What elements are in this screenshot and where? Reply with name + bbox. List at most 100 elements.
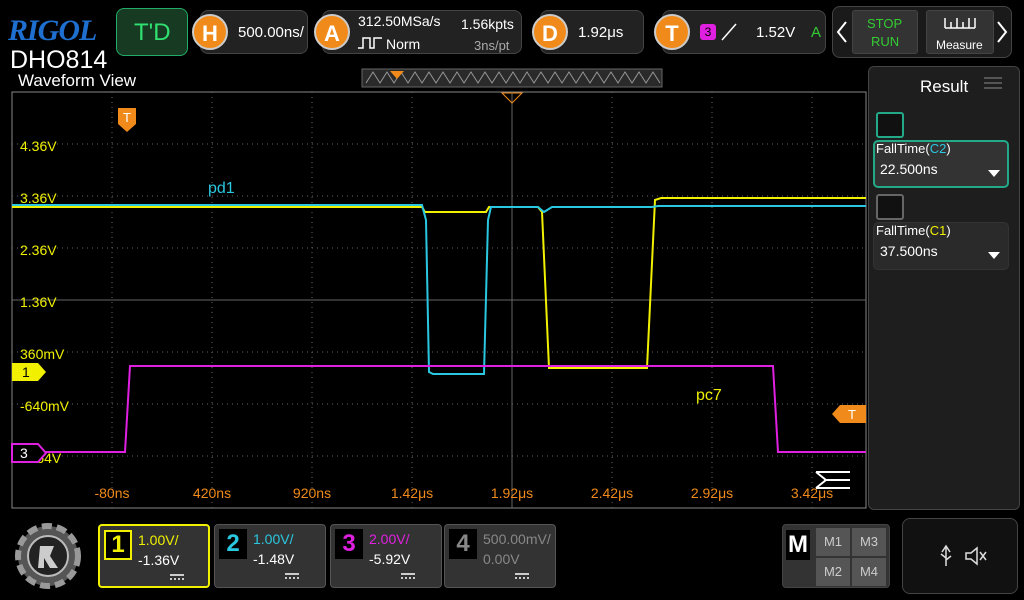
trigger-level-label: T (848, 407, 856, 422)
trigger-source: 3 (700, 24, 716, 40)
memory-bar (361, 68, 663, 88)
result-item-icon[interactable] (876, 112, 904, 138)
measure-icon (944, 18, 976, 29)
channel-box[interactable]: 3 2.00V/ -5.92V (330, 524, 442, 588)
channel-coupling (515, 573, 529, 579)
x-axis-label: 1.92μs (491, 485, 533, 501)
run-label: RUN (871, 34, 900, 49)
y-axis-label: 2.36V (20, 242, 57, 258)
trace-label-pc7: pc7 (696, 387, 722, 404)
model: DHO814 (10, 46, 108, 74)
waveform-view: 4.36V3.36V2.36V1.36V360mV-640mV-1.64V-80… (11, 68, 867, 509)
result-menu-icon[interactable] (984, 76, 1002, 90)
channel-number: 2 (219, 529, 247, 559)
nav-left[interactable] (836, 20, 848, 44)
x-axis-label: 2.92μs (691, 485, 733, 501)
y-axis-label: 3.36V (20, 190, 57, 206)
channel-number: 1 (104, 530, 132, 560)
stop-label: STOP (867, 16, 903, 31)
x-axis-label: 420ns (193, 485, 231, 501)
channel-coupling (401, 573, 415, 579)
result-title: Result (920, 77, 969, 96)
channel-scale: 1.00V/ (138, 532, 179, 548)
y-axis-label: 360mV (20, 346, 65, 362)
ch3-marker (11, 443, 48, 463)
result-name-part: C1 (929, 223, 947, 238)
result-item-icon[interactable] (876, 194, 904, 220)
result-name-part: ) (946, 223, 951, 238)
result-dropdown[interactable] (988, 170, 1000, 177)
status-box (902, 518, 1018, 594)
channel-coupling (170, 574, 184, 580)
memory-waveform (365, 71, 661, 84)
channel-number: 4 (449, 529, 477, 559)
ch3-marker-label: 3 (20, 445, 28, 461)
result-name-part: ) (946, 141, 951, 156)
trigger-slope-icon (721, 23, 737, 41)
math-button[interactable]: M4 (852, 558, 886, 586)
trace-label-pd1: pd1 (208, 180, 235, 197)
trigger-mode-button[interactable]: T'D (116, 8, 188, 56)
y-axis-label: -640mV (20, 398, 70, 414)
channel-number: 3 (335, 529, 363, 559)
result-item[interactable] (873, 222, 1009, 270)
result-name-part: C2 (929, 141, 947, 156)
menu-icon[interactable] (815, 471, 850, 489)
x-axis-label: -80ns (94, 485, 129, 501)
result-value: 22.500ns (880, 161, 938, 177)
horizontal-scale: 500.00ns/ (238, 24, 304, 41)
acquire-icon: A (314, 14, 350, 50)
home-logo[interactable] (10, 518, 90, 594)
channel-scale: 500.00mV/ (483, 531, 551, 547)
acquire-mode: Norm (386, 36, 421, 52)
channel-box[interactable]: 1 1.00V/ -1.36V (98, 524, 210, 588)
logo: RIGOL (8, 14, 97, 47)
trigger-position-label: T (123, 110, 131, 125)
trigger-level: 1.52V (756, 24, 796, 41)
math-button[interactable]: M3 (852, 528, 886, 556)
channel-box[interactable]: 2 1.00V/ -1.48V (214, 524, 326, 588)
waveform-title: Waveform View (18, 71, 137, 90)
channel-offset: -5.92V (369, 551, 411, 567)
channel-offset: -1.48V (253, 551, 295, 567)
sample-rate: 312.50MSa/s (358, 13, 441, 29)
result-name: FallTime(C2) (876, 141, 951, 156)
memory-trigger-mark (390, 71, 404, 79)
acquire-mode-icon (358, 37, 382, 49)
horizontal-icon: H (192, 14, 228, 50)
nav-right[interactable] (996, 20, 1008, 44)
run-stop-button[interactable] (852, 10, 918, 54)
channel-offset: -1.36V (138, 552, 180, 568)
result-value: 37.500ns (880, 243, 938, 259)
channel-scale: 1.00V/ (253, 531, 294, 547)
trigger-icon: T (654, 14, 690, 50)
delay-value: 1.92μs (578, 24, 624, 41)
ch1-marker (12, 363, 46, 381)
memory-depth: 1.56kpts (461, 16, 514, 32)
measure-button[interactable] (926, 10, 994, 54)
trigger-level-marker (832, 405, 866, 423)
result-dropdown[interactable] (988, 252, 1000, 259)
delay-icon: D (532, 14, 568, 50)
trigger-sweep: A (811, 24, 822, 41)
x-axis-label: 2.42μs (591, 485, 633, 501)
ch3-trace (12, 365, 866, 453)
result-item[interactable] (873, 140, 1009, 188)
trigger-mode: T'D (134, 19, 171, 46)
math-label: M (786, 530, 810, 560)
status-icons (940, 544, 987, 566)
ch2-trace (12, 204, 866, 375)
y-axis-label: 1.36V (20, 294, 57, 310)
math-button[interactable]: M1 (816, 528, 850, 556)
result-name: FallTime(C1) (876, 223, 951, 238)
acquire-box[interactable] (322, 10, 522, 54)
x-axis-label: 1.42μs (391, 485, 433, 501)
channel-scale: 2.00V/ (369, 531, 410, 547)
channel-offset: 0.00V (483, 551, 520, 567)
y-axis-label: 4.36V (20, 138, 57, 154)
ch1-marker-label: 1 (22, 364, 30, 380)
result-name-part: FallTime( (876, 223, 930, 238)
channel-box[interactable]: 4 500.00mV/0.00V (444, 524, 556, 588)
math-button[interactable]: M2 (816, 558, 850, 586)
trigger-position-marker (118, 108, 136, 132)
